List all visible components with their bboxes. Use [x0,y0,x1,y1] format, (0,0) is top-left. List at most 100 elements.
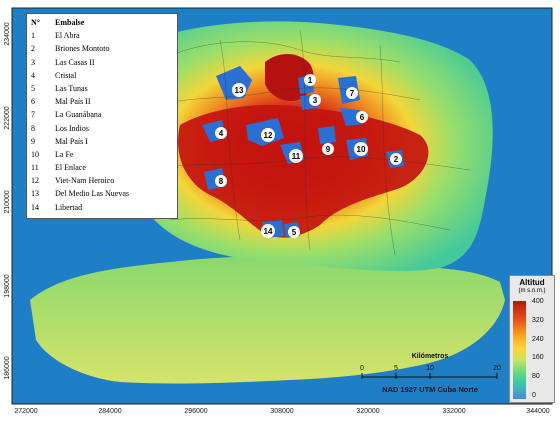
legend-row-name: Del Medio Las Nuevas [55,189,129,199]
x-tick: 284000 [98,408,121,415]
altitude-tick-label: 400 [532,298,544,305]
legend-row-name: Cristal [55,70,77,80]
legend-row-name: Briones Montoto [55,44,110,54]
legend-row: 2 Briones Montoto [31,42,173,55]
altitude-tick-label: 320 [532,316,544,324]
legend-row-name: El Abra [55,31,80,41]
legend-row-name: La Fe [55,149,74,159]
altitude-tick-label: 0 [532,392,536,399]
legend-row-num: 13 [31,189,39,199]
legend-row: 14 Libertad [31,201,173,214]
legend-row-num: 7 [31,110,35,120]
legend-row-name: Mal País II [55,97,91,107]
svg-text:14: 14 [264,227,273,236]
altitude-legend-units: (m s.n.m.) [518,288,546,294]
svg-text:2: 2 [394,155,399,164]
altitude-color-ramp [513,301,526,399]
legend-row-num: 10 [31,149,39,159]
y-tick: 198000 [4,274,11,297]
projection-label: NAD 1927 UTM Cuba Norte [382,385,478,394]
svg-text:3: 3 [313,96,318,105]
x-tick: 308000 [270,408,293,415]
x-tick: 332000 [442,408,465,415]
y-tick: 186000 [4,356,11,379]
reservoir-shape [318,126,336,144]
legend-row-name: Mal País I [55,136,88,146]
legend-row-num: 14 [31,202,39,212]
watershed-outlines [139,29,471,256]
y-axis: 234000 222000 210000 198000 186000 [4,22,11,379]
x-tick: 296000 [184,408,207,415]
scale-bar-title: Kilómetros [412,353,449,360]
reservoir-label-4: 4 [215,127,227,139]
reservoir-label-6: 6 [356,111,368,123]
svg-text:10: 10 [357,145,366,154]
reservoir-label-8: 8 [215,175,227,187]
reservoir-label-7: 7 [346,87,358,99]
altitude-tick-label: 80 [532,373,540,381]
reservoir-label-14: 14 [261,224,275,238]
legend-row-name: Libertad [55,202,83,212]
legend-row-num: 4 [31,70,35,80]
legend-row-num: 8 [31,123,35,133]
altitude-legend-title: Altitud [519,278,545,287]
legend-row: 3 Las Casas II [31,56,173,69]
legend-row-name: Viet-Nam Heroico [55,176,115,186]
legend-row-name: La Guanábana [55,110,102,120]
svg-text:1: 1 [308,76,313,85]
reservoir-shape [340,108,364,126]
legend-row: 10 La Fe [31,148,173,161]
legend-row: 9 Mal País I [31,135,173,148]
svg-text:8: 8 [219,177,224,186]
legend-row-num: 3 [31,57,35,67]
reservoir-label-2: 2 [390,153,402,165]
legend-row-num: 12 [31,176,39,186]
svg-text:4: 4 [219,129,224,138]
legend-header-num: N° [31,18,40,27]
legend-row: 12 Viet-Nam Heroico [31,174,173,187]
legend-row-num: 6 [31,97,35,107]
legend-header: N° Embalse [31,16,173,29]
legend-row-name: El Enlace [55,163,86,173]
altitude-tick-label: 160 [532,354,544,362]
svg-text:12: 12 [264,131,273,140]
svg-text:7: 7 [350,89,355,98]
x-tick: 320000 [356,408,379,415]
scale-tick-label: 5 [394,365,398,372]
y-tick: 222000 [4,106,11,129]
scale-bar: Kilómetros 0 5 10 20 NAD 1927 UTM Cuba N… [360,353,501,394]
svg-text:13: 13 [235,86,244,95]
legend-row: 5 Las Tunas [31,82,173,95]
legend-row: 11 El Enlace [31,161,173,174]
legend-row-num: 5 [31,83,35,93]
svg-text:11: 11 [292,152,301,161]
legend-row: 7 La Guanábana [31,108,173,121]
legend-row: 1 El Abra [31,29,173,42]
reservoir-label-5: 5 [288,226,300,238]
reservoir-label-11: 11 [289,149,303,163]
y-tick: 234000 [4,22,11,45]
legend-row: 13 Del Medio Las Nuevas [31,187,173,200]
legend-rows: 1 El Abra 2 Briones Montoto 3 Las Casas II 4 Cr… [31,29,173,214]
legend-row-num: 11 [31,163,39,173]
legend-header-name: Embalse [55,18,85,27]
altitude-legend: Altitud (m s.n.m.) 400 320 240 160 80 0 [509,275,555,403]
legend-row: 8 Los Indios [31,122,173,135]
x-tick: 272000 [14,408,37,415]
reservoir-label-10: 10 [354,142,368,156]
legend-row-name: Las Casas II [55,57,95,67]
reservoir-label-1: 1 [304,74,316,86]
legend-row-name: Los Indios [55,123,89,133]
legend-row-num: 1 [31,31,35,41]
reservoir-legend: N° Embalse 1 El Abra 2 Briones Montoto 3 Las … [26,13,178,219]
reservoir-label-9: 9 [322,143,334,155]
legend-row: 6 Mal País II [31,95,173,108]
reservoir-label-13: 13 [232,83,246,97]
southern-plain [30,256,505,384]
svg-text:6: 6 [360,113,365,122]
legend-row-num: 9 [31,136,35,146]
map-border [11,7,553,405]
x-axis: 272000 284000 296000 308000 320000 33200… [14,408,549,415]
